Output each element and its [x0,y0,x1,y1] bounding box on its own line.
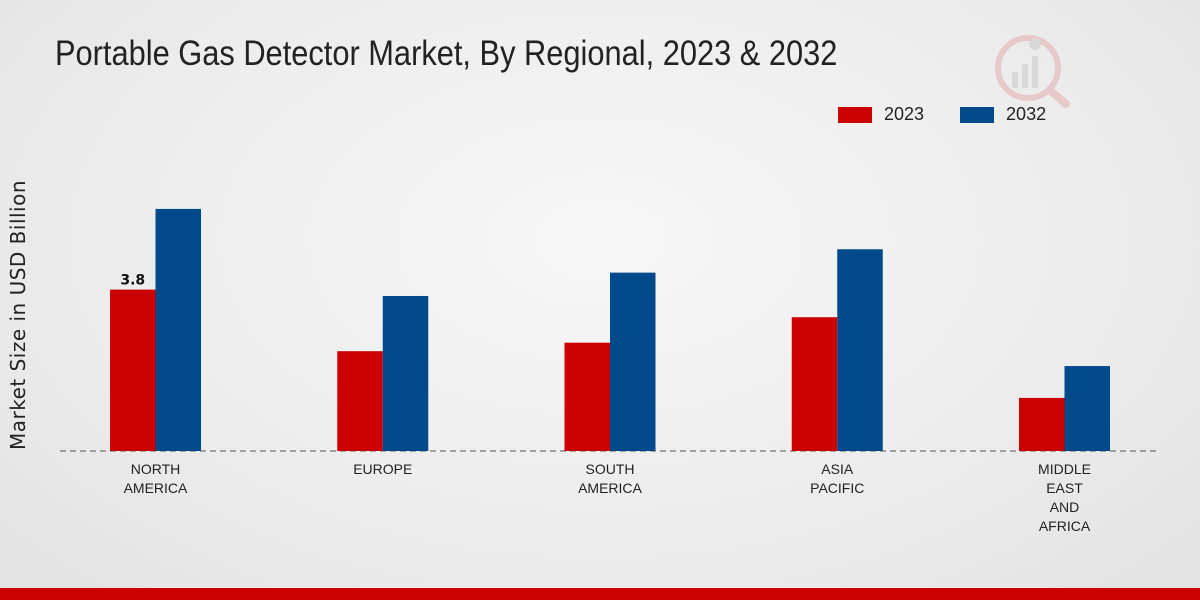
legend-label-2023: 2023 [884,104,925,124]
bar-2032-4 [1064,366,1110,451]
legend-label-2032: 2032 [1006,104,1047,124]
bar-2023-2 [564,342,610,451]
data-label-0: 3.8 [120,273,145,289]
bar-2032-1 [382,295,429,451]
bar-2023-1 [337,351,383,451]
bar-2032-3 [837,249,883,451]
chart-legend: 2023 2032 [838,104,1082,125]
bar-2023-4 [1019,397,1065,451]
bar-2023-0 [110,289,156,451]
watermark-logo-icon [992,30,1072,110]
bar-2023-3 [791,317,838,451]
bar-2032-0 [155,208,201,451]
x-tick-label-0: NORTH AMERICA [124,461,188,496]
legend-item-2023: 2023 [838,104,924,125]
x-tick-label-4: MIDDLE EAST AND AFRICA [1038,461,1091,534]
footer-bar [0,588,1200,600]
x-tick-label-2: SOUTH AMERICA [578,461,642,496]
legend-swatch-2032 [960,106,995,123]
x-tick-labels: NORTH AMERICA EUROPE SOUTH AMERICA ASIA PACIFI… [124,461,1091,534]
chart-title: Portable Gas Detector Market, By Regiona… [55,34,838,73]
legend-swatch-2023 [838,106,872,123]
bars-group [110,208,1110,451]
data-labels: 3.8 [120,273,145,289]
bar-2032-2 [610,272,656,451]
legend-item-2032: 2032 [960,104,1046,125]
x-tick-label-1: EUROPE [353,461,412,477]
x-tick-label-3: ASIA PACIFIC [810,461,864,496]
